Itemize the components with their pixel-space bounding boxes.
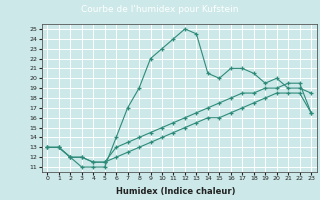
- Text: Humidex (Indice chaleur): Humidex (Indice chaleur): [116, 187, 236, 196]
- Text: Courbe de l'humidex pour Kufstein: Courbe de l'humidex pour Kufstein: [81, 5, 239, 15]
